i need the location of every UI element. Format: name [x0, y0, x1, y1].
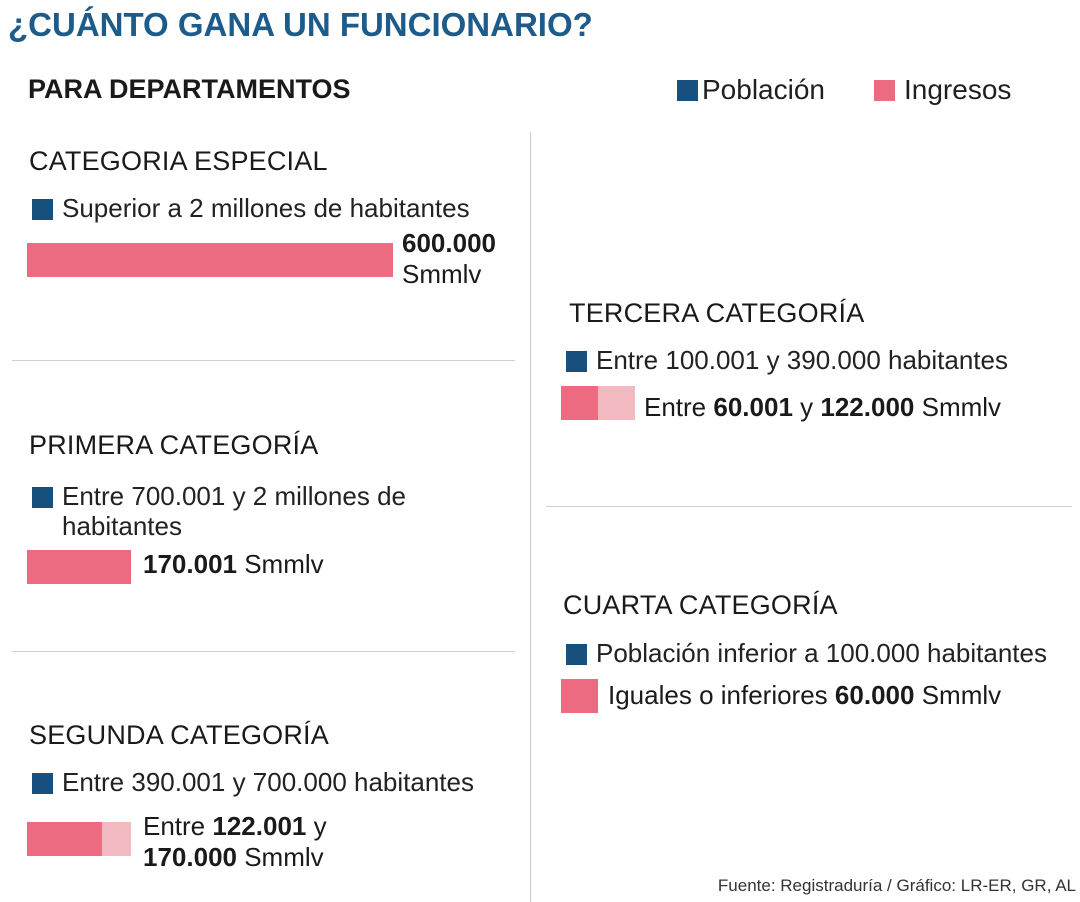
legend-label-poblacion: Población	[702, 74, 825, 105]
divider-especial	[12, 360, 515, 361]
legend-item-ingresos: Ingresos	[874, 74, 1011, 106]
divider-primera	[12, 651, 515, 652]
population-text: Entre 700.001 y 2 millones de habitantes	[62, 481, 406, 541]
population-swatch	[32, 487, 53, 508]
chart-title: ¿CUÁNTO GANA UN FUNCIONARIO?	[8, 6, 593, 43]
income-value-tercera: Entre 60.001 y 122.000 Smmlv	[644, 392, 1001, 423]
income-value-bold: 170.001	[143, 549, 237, 579]
income-value-prefix: Entre	[644, 392, 707, 422]
divider-tercera	[546, 506, 1072, 507]
category-title-especial: CATEGORIA ESPECIAL	[29, 146, 328, 176]
category-title-segunda: SEGUNDA CATEGORÍA	[29, 720, 329, 750]
income-value-bold: 600.000	[402, 228, 496, 258]
source-note: Fuente: Registraduría / Gráfico: LR-ER, …	[717, 876, 1076, 895]
chart-subtitle: PARA DEPARTAMENTOS	[28, 74, 351, 104]
income-value-bold: 60.000	[834, 680, 915, 710]
income-bar-tercera-range	[598, 386, 635, 420]
income-value-unit: Smmlv	[921, 680, 1002, 710]
income-bar-segunda-min	[27, 822, 102, 856]
income-value-bold-2: 170.000	[143, 842, 237, 872]
population-cuarta: Población inferior a 100.000 habitantes	[566, 638, 1047, 668]
column-divider	[530, 132, 531, 902]
population-primera: Entre 700.001 y 2 millones de habitantes	[32, 481, 462, 541]
income-value-bold-2: 122.000	[820, 392, 915, 422]
income-value-especial: 600.000 Smmlv	[402, 228, 496, 290]
population-text: Entre 100.001 y 390.000 habitantes	[596, 345, 1008, 375]
income-value-unit: Smmlv	[921, 392, 1002, 422]
population-swatch	[566, 644, 587, 665]
legend-item-poblacion: Población	[677, 74, 825, 106]
population-tercera: Entre 100.001 y 390.000 habitantes	[566, 345, 1008, 375]
income-bar-tercera-min	[561, 386, 598, 420]
income-value-unit: Smmlv	[244, 842, 324, 872]
income-bar-cuarta	[561, 679, 598, 713]
income-value-prefix: Entre	[143, 811, 206, 841]
legend-label-ingresos: Ingresos	[904, 74, 1012, 105]
income-value-bold-1: 60.001	[713, 392, 793, 422]
income-value-unit: Smmlv	[244, 549, 324, 579]
category-title-cuarta: CUARTA CATEGORÍA	[563, 590, 838, 620]
income-bar-primera	[27, 550, 131, 584]
income-value-primera: 170.001 Smmlv	[143, 549, 324, 580]
income-value-bold-1: 122.001	[212, 811, 307, 841]
legend-swatch-poblacion	[677, 79, 698, 101]
income-value-prefix: Iguales o inferiores	[608, 680, 828, 710]
income-bar-segunda-range	[102, 822, 131, 856]
population-text: Superior a 2 millones de habitantes	[62, 193, 470, 223]
category-title-tercera: TERCERA CATEGORÍA	[569, 298, 865, 328]
income-value-mid: y	[313, 811, 327, 841]
population-segunda: Entre 390.001 y 700.000 habitantes	[32, 767, 474, 797]
population-text: Población inferior a 100.000 habitantes	[596, 638, 1047, 668]
population-especial: Superior a 2 millones de habitantes	[32, 193, 470, 223]
legend-swatch-ingresos	[874, 79, 895, 101]
income-value-mid: y	[800, 392, 814, 422]
population-swatch	[566, 351, 587, 372]
population-swatch	[32, 773, 53, 794]
category-title-primera: PRIMERA CATEGORÍA	[29, 430, 319, 460]
population-text: Entre 390.001 y 700.000 habitantes	[62, 767, 474, 797]
income-value-segunda: Entre 122.001 y 170.000 Smmlv	[143, 811, 327, 873]
income-value-cuarta: Iguales o inferiores 60.000 Smmlv	[608, 680, 1001, 711]
population-swatch	[32, 199, 53, 220]
income-value-unit: Smmlv	[402, 259, 482, 289]
income-bar-especial	[27, 243, 393, 277]
